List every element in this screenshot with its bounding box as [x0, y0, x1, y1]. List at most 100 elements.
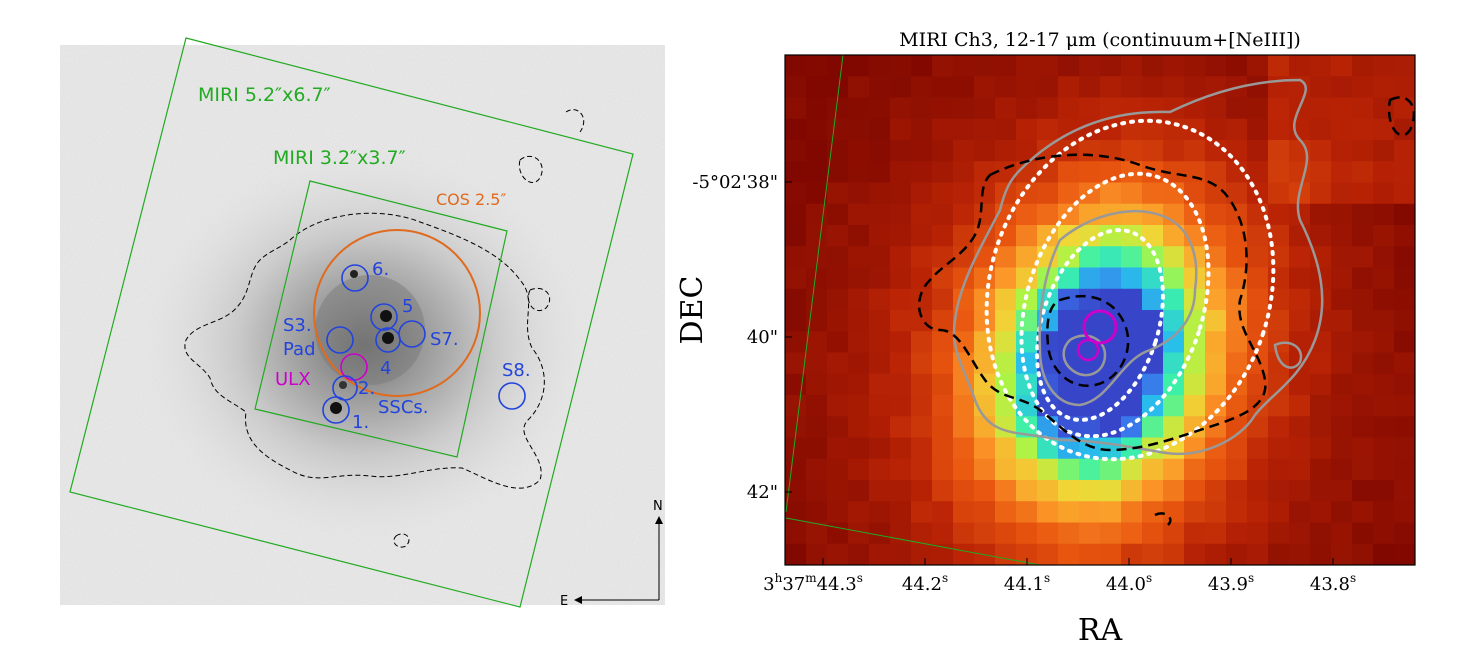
map-pixel [1373, 225, 1395, 247]
cluster-dot [350, 270, 358, 278]
map-pixel [785, 458, 807, 481]
x-tick-hours: 3 [763, 574, 774, 595]
map-pixel [1268, 331, 1290, 354]
map-pixel [932, 310, 954, 332]
map-pixel [890, 161, 912, 184]
map-pixel [1205, 288, 1227, 311]
x-tick-unit: h [775, 571, 783, 585]
y-axis-label: DEC [675, 276, 710, 345]
map-pixel [1142, 458, 1164, 481]
map-pixel [785, 543, 807, 565]
map-pixel [1289, 310, 1311, 332]
map-pixel [932, 203, 954, 226]
map-pixel [1058, 246, 1080, 269]
map-pixel [1394, 182, 1415, 205]
map-pixel [1310, 55, 1332, 77]
black-contour [1387, 96, 1415, 137]
map-pixel [911, 203, 933, 226]
map-pixel [1247, 288, 1269, 311]
x-tick-seconds: 43.8 [1310, 574, 1350, 595]
map-pixel [1163, 161, 1185, 184]
map-pixel [1268, 203, 1290, 226]
map-pixel [827, 203, 849, 226]
map-pixel [1331, 203, 1353, 226]
map-pixel [1184, 352, 1206, 375]
x-tick-unit: s [857, 571, 863, 585]
map-pixel [1058, 203, 1080, 226]
map-pixel [1121, 543, 1143, 565]
map-pixel [1163, 331, 1185, 354]
map-pixel [1331, 437, 1353, 460]
map-pixel [1268, 288, 1290, 311]
map-pixel [1331, 140, 1353, 162]
map-pixel [890, 225, 912, 247]
map-pixel [1016, 522, 1038, 545]
map-pixel [1163, 501, 1185, 524]
ulx-circle [1076, 338, 1100, 362]
map-pixel [1247, 522, 1269, 545]
map-pixel [848, 118, 870, 141]
map-pixel [932, 97, 954, 120]
map-pixel [1289, 55, 1311, 77]
map-pixel [1184, 395, 1206, 417]
map-pixel [1289, 246, 1311, 269]
map-pixel [995, 267, 1017, 290]
map-pixel [932, 246, 954, 269]
map-pixel [827, 161, 849, 184]
region-circle-6 [341, 264, 369, 292]
map-pixel [1226, 373, 1248, 396]
map-pixel [1037, 76, 1059, 99]
map-pixel [1205, 140, 1227, 162]
map-pixel [1016, 140, 1038, 162]
map-pixel [1037, 203, 1059, 226]
map-pixel [953, 140, 975, 162]
x-tick-label: 44.2s [902, 571, 948, 595]
map-pixel [1121, 182, 1143, 205]
map-pixel [1016, 97, 1038, 120]
map-pixel [1289, 288, 1311, 311]
map-pixel [1226, 267, 1248, 290]
map-pixel [785, 437, 807, 460]
map-pixel [1268, 522, 1290, 545]
black-contour [918, 153, 1267, 452]
map-pixel [1226, 225, 1248, 247]
map-pixel [911, 352, 933, 375]
map-pixel [1058, 55, 1080, 77]
map-pixel [1394, 140, 1415, 162]
map-pixel [827, 373, 849, 396]
map-pixel [1289, 267, 1311, 290]
map-pixel [1142, 182, 1164, 205]
map-pixel [827, 395, 849, 417]
map-pixel [1373, 458, 1395, 481]
region-label-2: 2. [358, 378, 375, 399]
map-pixel [911, 331, 933, 354]
map-pixel [1058, 416, 1080, 439]
map-pixel [890, 97, 912, 120]
map-pixel [1310, 161, 1332, 184]
map-pixel [1289, 395, 1311, 417]
map-pixel [1163, 416, 1185, 439]
map-pixel [1226, 416, 1248, 439]
map-pixel [1310, 395, 1332, 417]
map-pixel [1121, 55, 1143, 77]
map-pixel [1226, 522, 1248, 545]
map-pixel [1121, 76, 1143, 99]
map-pixel [1079, 246, 1101, 269]
map-pixel [1037, 246, 1059, 269]
map-pixel [806, 373, 828, 396]
map-pixel [1100, 267, 1122, 290]
map-pixel [1079, 140, 1101, 162]
map-pixel [827, 501, 849, 524]
map-pixel [995, 310, 1017, 332]
map-pixel [911, 416, 933, 439]
map-pixel [1205, 97, 1227, 120]
map-pixel [1310, 373, 1332, 396]
map-pixel [1100, 288, 1122, 311]
map-pixel [953, 331, 975, 354]
map-pixel [1352, 522, 1374, 545]
map-pixel [1016, 76, 1038, 99]
map-pixel [1352, 416, 1374, 439]
map-pixel [785, 161, 807, 184]
map-pixel [1121, 373, 1143, 396]
map-pixel [1247, 267, 1269, 290]
